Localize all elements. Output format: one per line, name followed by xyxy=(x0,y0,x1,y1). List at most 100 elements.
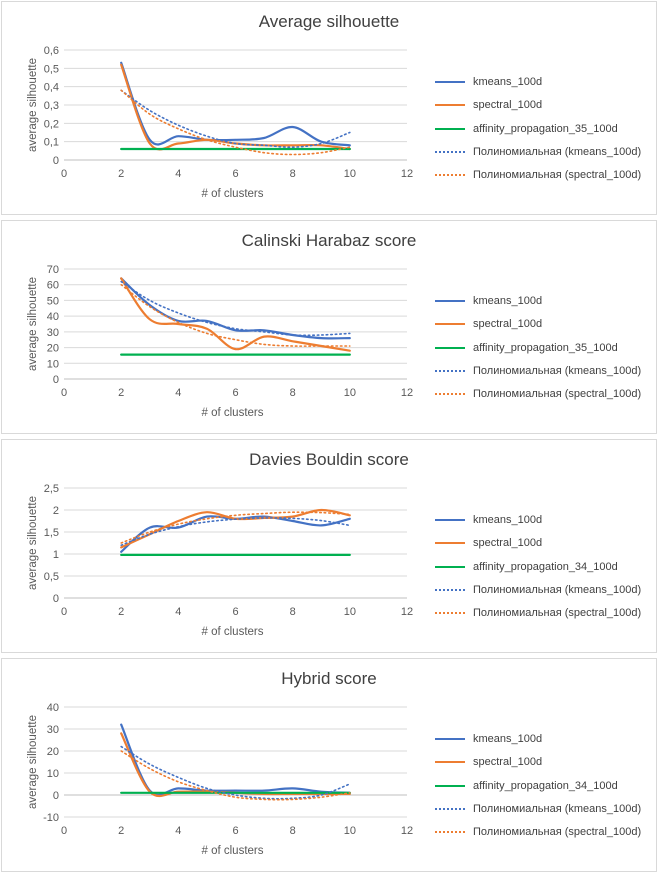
y-axis-title: average silhouette xyxy=(27,496,39,590)
y-tick-label: 20 xyxy=(47,343,59,355)
y-tick-label: 20 xyxy=(47,746,59,758)
legend-label: affinity_propagation_34_100d xyxy=(473,780,618,792)
x-tick-label: 12 xyxy=(401,825,413,837)
legend-label: spectral_100d xyxy=(473,756,543,768)
series-line-spectral_100d xyxy=(120,277,351,352)
y-tick-label: 10 xyxy=(47,358,59,370)
legend-label: Полиномиальная (kmeans_100d) xyxy=(473,584,642,596)
legend-label: kmeans_100d xyxy=(473,514,543,526)
legend-label: affinity_propagation_35_100d xyxy=(473,342,618,354)
y-tick-label: 0,2 xyxy=(44,118,59,130)
series-line-kmeans_100d xyxy=(120,515,351,553)
legend-item: Полиномиальная (kmeans_100d) xyxy=(435,802,641,816)
legend-item: Полиномиальная (spectral_100d) xyxy=(435,825,641,839)
series-line-kmeans_100d xyxy=(120,277,351,340)
x-tick-label: 12 xyxy=(401,387,413,399)
legend-item: spectral_100d xyxy=(435,536,542,550)
x-tick-label: 2 xyxy=(118,387,124,399)
legend-label: kmeans_100d xyxy=(473,733,543,745)
legend-swatch xyxy=(435,128,465,130)
x-tick-label: 2 xyxy=(118,825,124,837)
x-tick-label: 10 xyxy=(344,168,356,180)
legend-item: Полиномиальная (kmeans_100d) xyxy=(435,364,641,378)
legend-swatch xyxy=(435,738,465,740)
legend-swatch xyxy=(435,174,465,176)
legend-swatch xyxy=(435,393,465,395)
legend-swatch xyxy=(435,808,465,810)
legend-label: affinity_propagation_34_100d xyxy=(473,561,618,573)
series-line-kmeans_100d xyxy=(120,723,351,796)
y-tick-label: 70 xyxy=(47,264,59,276)
average-silhouette-plot: 0 0,1 0,2 0,3 0,4 0,5 0,6 0 2 4 6 8 10 12 # of cluster… xyxy=(27,45,413,200)
x-tick-label: 2 xyxy=(118,168,124,180)
x-axis-title: # of clusters xyxy=(202,188,264,200)
x-tick-label: 6 xyxy=(232,168,238,180)
chart-panel-calinski-harabaz: Calinski Harabaz score 0 10 20 30 40 50 60 70 0 2… xyxy=(1,220,657,434)
y-tick-label: 0 xyxy=(53,374,59,386)
x-tick-label: 10 xyxy=(344,387,356,399)
series-line--kmeans_100d- xyxy=(120,745,351,800)
series-line-spectral_100d xyxy=(120,63,351,151)
chart-title: Davies Bouldin score xyxy=(249,450,409,469)
legend-item: Полиномиальная (spectral_100d) xyxy=(435,606,641,620)
series-line--spectral_100d- xyxy=(120,750,351,801)
x-axis-title: # of clusters xyxy=(202,407,264,419)
x-tick-label: 0 xyxy=(61,387,67,399)
legend-item: spectral_100d xyxy=(435,317,542,331)
y-tick-label: 0,5 xyxy=(44,571,59,583)
y-tick-label: 1,5 xyxy=(44,527,59,539)
legend-item: Полиномиальная (spectral_100d) xyxy=(435,387,641,401)
legend-label: Полиномиальная (spectral_100d) xyxy=(473,169,642,181)
x-tick-label: 6 xyxy=(232,606,238,618)
legend-item: Полиномиальная (kmeans_100d) xyxy=(435,145,641,159)
legend-item: spectral_100d xyxy=(435,755,542,769)
y-axis-title: average silhouette xyxy=(27,58,39,152)
legend-item: affinity_propagation_35_100d xyxy=(435,341,618,355)
y-tick-label: 30 xyxy=(47,724,59,736)
y-tick-label: 50 xyxy=(47,295,59,307)
y-tick-label: 2,5 xyxy=(44,483,59,495)
y-tick-label: 0,6 xyxy=(44,45,59,57)
legend-swatch xyxy=(435,785,465,787)
y-tick-label: 10 xyxy=(47,768,59,780)
legend-item: kmeans_100d xyxy=(435,294,542,308)
legend-swatch xyxy=(435,104,465,106)
legend-label: spectral_100d xyxy=(473,318,543,330)
chart-panel-davies-bouldin: Davies Bouldin score 0 0,5 1 1,5 2 2,5 0 2 4 6 8 10… xyxy=(1,439,657,653)
x-tick-label: 8 xyxy=(290,387,296,399)
calinski-harabaz-plot: 0 10 20 30 40 50 60 70 0 2 4 6 8 10 12 # of clusters ave… xyxy=(27,264,413,419)
x-axis-title: # of clusters xyxy=(202,626,264,638)
legend-item: Полиномиальная (spectral_100d) xyxy=(435,168,641,182)
y-tick-label: 0,1 xyxy=(44,137,59,149)
y-tick-label: 40 xyxy=(47,311,59,323)
x-tick-label: 4 xyxy=(175,168,181,180)
legend-swatch xyxy=(435,831,465,833)
legend-swatch xyxy=(435,589,465,591)
series-line--kmeans_100d- xyxy=(120,89,351,149)
legend-label: Полиномиальная (kmeans_100d) xyxy=(473,146,642,158)
series-line--spectral_100d- xyxy=(120,283,351,347)
y-tick-label: 0,5 xyxy=(44,63,59,75)
x-tick-label: 4 xyxy=(175,825,181,837)
legend-label: Полиномиальная (kmeans_100d) xyxy=(473,365,642,377)
y-tick-label: 0 xyxy=(53,593,59,605)
davies-bouldin-plot: 0 0,5 1 1,5 2 2,5 0 2 4 6 8 10 12 # of clusters averag… xyxy=(27,483,413,638)
legend-swatch xyxy=(435,300,465,302)
y-tick-label: 0,4 xyxy=(44,82,59,94)
series-line-spectral_100d xyxy=(120,732,351,798)
legend-item: kmeans_100d xyxy=(435,513,542,527)
legend-label: Полиномиальная (spectral_100d) xyxy=(473,607,642,619)
legend-item: affinity_propagation_35_100d xyxy=(435,122,618,136)
legend-swatch xyxy=(435,323,465,325)
legend-label: Полиномиальная (spectral_100d) xyxy=(473,388,642,400)
x-tick-label: 10 xyxy=(344,606,356,618)
x-tick-label: 12 xyxy=(401,168,413,180)
series-line--kmeans_100d- xyxy=(120,517,351,546)
y-tick-label: 30 xyxy=(47,327,59,339)
x-tick-label: 6 xyxy=(232,387,238,399)
legend-swatch xyxy=(435,542,465,544)
legend-swatch xyxy=(435,151,465,153)
legend-label: kmeans_100d xyxy=(473,295,543,307)
x-tick-label: 4 xyxy=(175,606,181,618)
